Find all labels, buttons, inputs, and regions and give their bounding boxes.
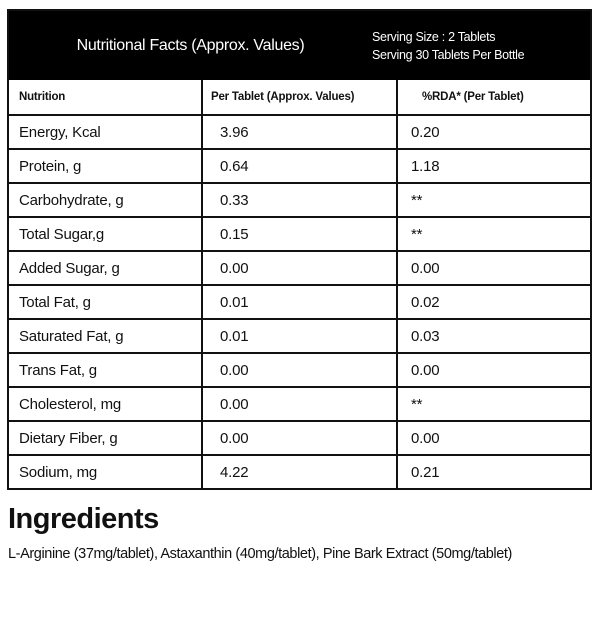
table-row: Trans Fat, g 0.00 0.00 [9, 352, 590, 386]
table-row: Protein, g 0.64 1.18 [9, 148, 590, 182]
cell-per-tablet: 0.64 [203, 150, 398, 182]
table-body: Energy, Kcal 3.96 0.20 Protein, g 0.64 1.18 Ca… [9, 114, 590, 488]
cell-nutrient: Carbohydrate, g [9, 184, 203, 216]
column-header-nutrition: Nutrition [9, 80, 203, 114]
cell-nutrient: Cholesterol, mg [9, 388, 203, 420]
cell-per-tablet: 0.00 [203, 388, 398, 420]
cell-rda: 0.03 [411, 327, 440, 345]
cell-per-tablet: 0.33 [203, 184, 398, 216]
ingredients-heading: Ingredients [8, 503, 159, 535]
ingredients-text: L-Arginine (37mg/tablet), Astaxanthin (4… [8, 546, 512, 562]
table-row: Total Sugar,g 0.15 ** [9, 216, 590, 250]
serving-size: Serving Size : 2 Tablets [372, 29, 496, 44]
table-row: Sodium, mg 4.22 0.21 [9, 454, 590, 488]
cell-nutrient: Trans Fat, g [9, 354, 203, 386]
cell-per-tablet: 3.96 [203, 116, 398, 148]
table-title: Nutritional Facts (Approx. Values) [76, 36, 305, 54]
cell-rda: 0.02 [411, 293, 440, 311]
cell-per-tablet: 0.15 [203, 218, 398, 250]
cell-per-tablet: 0.00 [203, 422, 398, 454]
cell-nutrient: Added Sugar, g [9, 252, 203, 284]
table-header-banner: Nutritional Facts (Approx. Values) Servi… [9, 11, 590, 80]
cell-rda: 1.18 [411, 157, 440, 175]
nutrition-table: Nutritional Facts (Approx. Values) Servi… [7, 9, 592, 490]
cell-nutrient: Protein, g [9, 150, 203, 182]
column-header-per-tablet: Per Tablet (Approx. Values) [203, 80, 398, 114]
cell-rda: 0.21 [411, 463, 440, 481]
cell-rda: ** [411, 191, 423, 209]
cell-rda: 0.00 [411, 429, 440, 447]
cell-rda: 0.20 [411, 123, 440, 141]
table-row: Cholesterol, mg 0.00 ** [9, 386, 590, 420]
column-headers: Nutrition Per Tablet (Approx. Values) %R… [9, 80, 590, 114]
cell-rda: ** [411, 225, 423, 243]
cell-nutrient: Dietary Fiber, g [9, 422, 203, 454]
table-row: Total Fat, g 0.01 0.02 [9, 284, 590, 318]
serving-info: Serving Size : 2 Tablets Serving 30 Tabl… [372, 28, 525, 64]
cell-nutrient: Total Sugar,g [9, 218, 203, 250]
cell-per-tablet: 0.00 [203, 354, 398, 386]
cell-rda: ** [411, 395, 423, 413]
column-header-rda: %RDA* (Per Tablet) [422, 91, 524, 103]
cell-nutrient: Saturated Fat, g [9, 320, 203, 352]
table-row: Carbohydrate, g 0.33 ** [9, 182, 590, 216]
cell-nutrient: Energy, Kcal [9, 116, 203, 148]
serving-count: Serving 30 Tablets Per Bottle [372, 47, 525, 62]
cell-rda: 0.00 [411, 259, 440, 277]
cell-nutrient: Sodium, mg [9, 456, 203, 488]
cell-per-tablet: 4.22 [203, 456, 398, 488]
cell-rda: 0.00 [411, 361, 440, 379]
table-row: Saturated Fat, g 0.01 0.03 [9, 318, 590, 352]
cell-per-tablet: 0.01 [203, 286, 398, 318]
table-row: Dietary Fiber, g 0.00 0.00 [9, 420, 590, 454]
cell-per-tablet: 0.01 [203, 320, 398, 352]
cell-nutrient: Total Fat, g [9, 286, 203, 318]
table-row: Energy, Kcal 3.96 0.20 [9, 114, 590, 148]
table-row: Added Sugar, g 0.00 0.00 [9, 250, 590, 284]
cell-per-tablet: 0.00 [203, 252, 398, 284]
